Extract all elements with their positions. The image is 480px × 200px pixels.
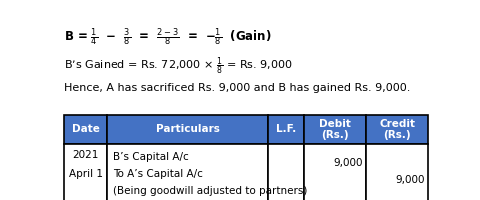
Text: April 1: April 1	[69, 169, 103, 179]
Bar	[304, 115, 366, 144]
Text: 2021: 2021	[72, 150, 99, 160]
Bar	[304, 144, 366, 200]
Bar	[64, 144, 108, 200]
Bar	[108, 144, 268, 200]
Text: To A’s Capital A/c: To A’s Capital A/c	[113, 169, 203, 179]
Text: Date: Date	[72, 124, 99, 134]
Text: Hence, A has sacrificed Rs. 9,000 and B has gained Rs. 9,000.: Hence, A has sacrificed Rs. 9,000 and B …	[64, 83, 410, 93]
Bar	[268, 115, 304, 144]
Text: L.F.: L.F.	[276, 124, 296, 134]
Text: B’s Capital A/c: B’s Capital A/c	[113, 152, 189, 162]
Text: Debit
(Rs.): Debit (Rs.)	[319, 119, 351, 140]
Text: Particulars: Particulars	[156, 124, 220, 134]
Text: B = $\frac{1}{4}$  −  $\frac{3}{8}$  =  $\frac{2-3}{8}$  =  −$\frac{1}{8}$  (Gai: B = $\frac{1}{4}$ − $\frac{3}{8}$ = $\fr…	[64, 26, 271, 48]
Bar	[366, 144, 428, 200]
Bar	[366, 115, 428, 144]
Text: 9,000: 9,000	[333, 158, 362, 168]
Bar	[64, 115, 108, 144]
Text: 9,000: 9,000	[395, 175, 424, 185]
Text: B’s Gained = Rs. 72,000 × $\frac{1}{8}$ = Rs. 9,000: B’s Gained = Rs. 72,000 × $\frac{1}{8}$ …	[64, 56, 292, 77]
Text: (Being goodwill adjusted to partners): (Being goodwill adjusted to partners)	[113, 186, 307, 196]
Text: Credit
(Rs.): Credit (Rs.)	[379, 119, 415, 140]
Bar	[268, 144, 304, 200]
Bar	[108, 115, 268, 144]
